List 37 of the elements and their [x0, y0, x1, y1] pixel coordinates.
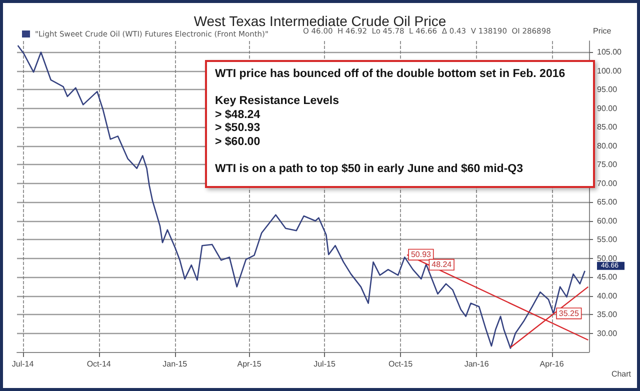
y-tick-label: 40.00: [597, 291, 618, 300]
y-tick-label: 60.00: [597, 216, 618, 226]
x-tick-label: Jan-15: [162, 360, 188, 368]
y-tick-label: 85.00: [597, 122, 618, 132]
y-tick-label: 105.00: [597, 48, 622, 57]
x-tick-label: Oct-14: [86, 360, 112, 368]
y-tick-label: 95.00: [597, 85, 618, 94]
line-series: [17, 44, 586, 349]
annotation: WTI is on a path to top $50 in early June and $60 mid-Q3: [215, 162, 524, 176]
annotation: > $48.24: [215, 108, 262, 122]
annotation: > $50.93: [215, 122, 262, 136]
annotation: 50.93: [410, 250, 432, 260]
annotation: Key Resistance Levels: [215, 95, 340, 108]
y-tick-label: 45.00: [597, 272, 618, 282]
y-tick-label: 65.00: [597, 198, 618, 207]
y-axis-title: Price: [593, 26, 612, 36]
x-tick-label: Jul-14: [12, 360, 34, 368]
chart-title: West Texas Intermediate Crude Oil Price: [194, 13, 446, 29]
x-tick-label: Apr-15: [237, 360, 262, 368]
y-tick-label: 50.00: [597, 254, 618, 263]
annotation: WTI price has bounced off of the double bottom set in Feb. 2016: [215, 68, 566, 82]
y-tick-label: 35.00: [597, 310, 618, 320]
annotation: 35.25: [558, 308, 580, 318]
x-tick-label: Jul-15: [314, 360, 336, 368]
y-tick-label: 100.00: [597, 66, 622, 76]
y-tick-label: 55.00: [597, 235, 618, 244]
y-tick-label: 80.00: [597, 141, 618, 150]
text: Chart: [611, 370, 632, 378]
x-tick-label: Jan-16: [464, 360, 490, 368]
x-tick-label: Oct-15: [388, 360, 414, 368]
y-tick-label: 90.00: [597, 104, 618, 113]
y-tick-label: 30.00: [597, 328, 618, 338]
annotation: > $60.00: [215, 136, 262, 149]
annotation: 48.24: [432, 260, 452, 270]
y-tick-label: 75.00: [597, 160, 618, 170]
y-tick-label: 70.00: [597, 178, 618, 188]
x-tick-label: Apr-16: [540, 360, 564, 368]
